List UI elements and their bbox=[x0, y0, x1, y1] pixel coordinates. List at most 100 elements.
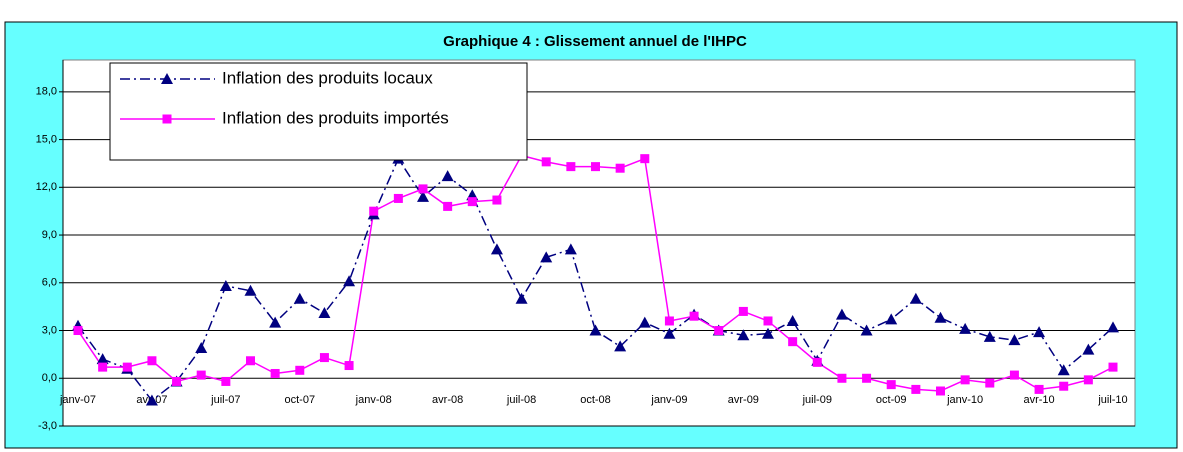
data-point bbox=[145, 394, 158, 406]
data-point bbox=[515, 292, 528, 304]
data-point bbox=[763, 316, 773, 326]
x-tick-label: oct-09 bbox=[876, 394, 907, 406]
data-point bbox=[1009, 370, 1019, 380]
data-point bbox=[614, 340, 627, 352]
data-point bbox=[73, 326, 83, 336]
x-tick-label: juil-07 bbox=[210, 394, 240, 406]
data-point bbox=[1108, 362, 1118, 372]
data-point bbox=[319, 353, 329, 363]
legend-label: Inflation des produits importés bbox=[222, 108, 449, 127]
data-point bbox=[591, 162, 600, 172]
data-point bbox=[1059, 381, 1069, 391]
y-tick-label: 9,0 bbox=[42, 229, 57, 241]
data-point bbox=[1083, 375, 1093, 385]
data-point bbox=[638, 316, 651, 328]
data-point bbox=[689, 311, 699, 321]
legend-box bbox=[109, 62, 528, 161]
data-point bbox=[441, 170, 454, 182]
data-point bbox=[1008, 334, 1021, 346]
y-tick-label: -3,0 bbox=[38, 420, 57, 432]
data-point bbox=[564, 243, 577, 255]
data-point bbox=[195, 342, 208, 354]
data-point bbox=[270, 368, 280, 378]
x-tick-label: janv-10 bbox=[946, 394, 983, 406]
legend-label: Inflation des produits locaux bbox=[222, 68, 433, 87]
data-point bbox=[343, 275, 356, 287]
x-tick-label: janv-07 bbox=[59, 394, 96, 406]
data-point bbox=[417, 190, 429, 202]
data-point bbox=[911, 384, 921, 394]
data-point bbox=[812, 357, 822, 367]
data-point bbox=[737, 329, 750, 341]
data-point bbox=[1034, 384, 1044, 394]
data-point bbox=[1082, 343, 1095, 355]
x-tick-label: juil-08 bbox=[506, 394, 536, 406]
data-point bbox=[244, 284, 257, 296]
data-point bbox=[983, 330, 996, 342]
data-point bbox=[369, 206, 379, 216]
data-point bbox=[443, 201, 453, 211]
data-point bbox=[985, 378, 995, 388]
y-tick-label: 3,0 bbox=[42, 324, 57, 336]
y-tick-label: 0,0 bbox=[42, 372, 57, 384]
data-point bbox=[293, 292, 306, 304]
data-point bbox=[219, 279, 232, 291]
data-point bbox=[246, 356, 255, 366]
legend-marker bbox=[162, 114, 172, 124]
x-tick-label: avr-09 bbox=[728, 394, 759, 406]
data-point bbox=[467, 197, 477, 207]
data-point bbox=[615, 163, 625, 173]
data-point bbox=[762, 327, 774, 339]
data-point bbox=[885, 313, 898, 325]
data-point bbox=[738, 306, 748, 316]
data-point bbox=[909, 292, 922, 304]
chart-title: Graphique 4 : Glissement annuel de l'IHP… bbox=[443, 33, 747, 50]
y-tick-label: 18,0 bbox=[36, 86, 57, 98]
data-point bbox=[172, 376, 182, 386]
data-point bbox=[147, 356, 157, 366]
data-point bbox=[1057, 364, 1070, 376]
data-point bbox=[1033, 326, 1046, 338]
data-point bbox=[589, 324, 602, 336]
data-point bbox=[418, 184, 428, 194]
x-tick-label: avr-08 bbox=[432, 394, 463, 406]
data-point bbox=[269, 316, 282, 328]
data-point bbox=[786, 314, 799, 326]
x-tick-label: oct-08 bbox=[580, 394, 611, 406]
x-tick-label: juil-10 bbox=[1097, 394, 1127, 406]
data-point bbox=[860, 324, 873, 336]
data-point bbox=[98, 362, 108, 372]
y-tick-label: 12,0 bbox=[36, 181, 57, 193]
x-tick-label: juil-09 bbox=[802, 394, 832, 406]
data-point bbox=[393, 193, 403, 203]
data-point bbox=[344, 361, 354, 371]
data-point bbox=[714, 326, 724, 336]
data-point bbox=[640, 154, 650, 164]
data-point bbox=[835, 308, 848, 320]
legend-marker bbox=[161, 73, 173, 84]
data-point bbox=[886, 380, 896, 390]
data-point bbox=[492, 195, 502, 205]
data-point bbox=[318, 307, 331, 319]
data-point bbox=[862, 373, 872, 383]
data-point bbox=[788, 337, 798, 347]
x-tick-label: avr-10 bbox=[1023, 394, 1054, 406]
y-tick-label: 6,0 bbox=[42, 277, 57, 289]
data-point bbox=[490, 243, 503, 255]
data-point bbox=[1107, 321, 1119, 333]
y-tick-label: 15,0 bbox=[36, 133, 57, 145]
data-point bbox=[566, 162, 576, 172]
data-point bbox=[122, 362, 132, 372]
data-point bbox=[96, 353, 109, 365]
data-point bbox=[936, 386, 945, 396]
data-point bbox=[663, 327, 676, 339]
data-point bbox=[221, 376, 231, 386]
data-point bbox=[664, 316, 674, 326]
data-point bbox=[960, 375, 970, 385]
data-point bbox=[541, 157, 551, 167]
data-point bbox=[295, 365, 305, 375]
data-point bbox=[934, 311, 947, 323]
x-tick-label: janv-09 bbox=[650, 394, 687, 406]
data-point bbox=[959, 322, 972, 334]
